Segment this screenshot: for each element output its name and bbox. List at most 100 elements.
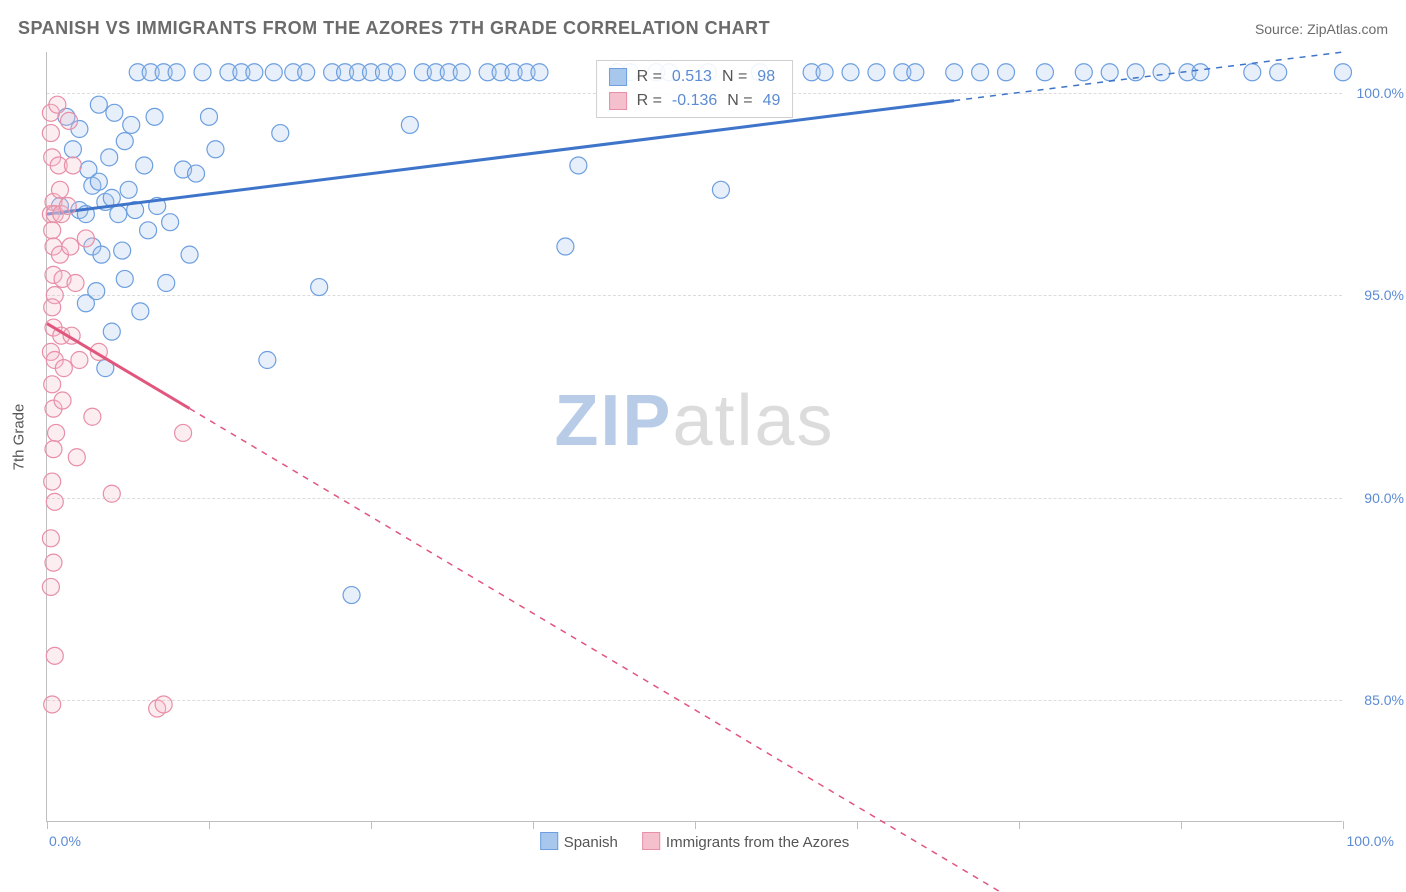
- chart-title: SPANISH VS IMMIGRANTS FROM THE AZORES 7T…: [18, 18, 770, 39]
- scatter-point: [110, 206, 127, 223]
- stats-r-label: R =: [637, 65, 662, 89]
- legend-label: Immigrants from the Azores: [666, 834, 849, 851]
- scatter-point: [132, 303, 149, 320]
- scatter-point: [1036, 64, 1053, 81]
- scatter-point: [1192, 64, 1209, 81]
- legend-label: Spanish: [564, 834, 618, 851]
- scatter-point: [61, 112, 78, 129]
- scatter-point: [1075, 64, 1092, 81]
- scatter-point: [90, 173, 107, 190]
- y-axis-title: 7th Grade: [11, 403, 28, 470]
- x-tick-last: 100.0%: [1347, 833, 1394, 849]
- scatter-point: [44, 222, 61, 239]
- stats-row: R =0.513N =98: [609, 65, 781, 89]
- scatter-point: [123, 116, 140, 133]
- scatter-point: [246, 64, 263, 81]
- scatter-point: [55, 360, 72, 377]
- chart-source: Source: ZipAtlas.com: [1255, 21, 1388, 37]
- scatter-point: [401, 116, 418, 133]
- scatter-point: [181, 246, 198, 263]
- x-tick: [209, 821, 210, 829]
- scatter-point: [557, 238, 574, 255]
- scatter-point: [1153, 64, 1170, 81]
- scatter-point: [103, 323, 120, 340]
- scatter-point: [88, 283, 105, 300]
- stats-n-label: N =: [722, 65, 747, 89]
- scatter-point: [388, 64, 405, 81]
- scatter-point: [114, 242, 131, 259]
- x-tick: [1181, 821, 1182, 829]
- x-tick: [47, 821, 48, 829]
- scatter-point: [101, 149, 118, 166]
- x-tick: [371, 821, 372, 829]
- legend-swatch-icon: [609, 68, 627, 86]
- scatter-point: [155, 696, 172, 713]
- scatter-point: [972, 64, 989, 81]
- x-tick: [1019, 821, 1020, 829]
- scatter-point: [201, 108, 218, 125]
- x-tick-first: 0.0%: [49, 833, 81, 849]
- scatter-point: [570, 157, 587, 174]
- scatter-point: [1335, 64, 1352, 81]
- scatter-point: [120, 181, 137, 198]
- legend-swatch-icon: [609, 92, 627, 110]
- scatter-point: [116, 270, 133, 287]
- scatter-point: [259, 352, 276, 369]
- scatter-point: [45, 554, 62, 571]
- trend-line-solid: [47, 101, 954, 214]
- x-tick: [1343, 821, 1344, 829]
- scatter-point: [140, 222, 157, 239]
- stats-n-label: N =: [727, 89, 752, 113]
- x-tick: [695, 821, 696, 829]
- scatter-point: [44, 473, 61, 490]
- scatter-point: [59, 198, 76, 215]
- scatter-point: [116, 133, 133, 150]
- y-tick-label: 90.0%: [1364, 490, 1404, 506]
- scatter-point: [106, 104, 123, 121]
- scatter-point: [168, 64, 185, 81]
- x-tick: [533, 821, 534, 829]
- plot-area: 7th Grade 85.0%90.0%95.0%100.0% ZIPatlas…: [46, 52, 1342, 822]
- scatter-point: [54, 392, 71, 409]
- scatter-point: [712, 181, 729, 198]
- scatter-point: [67, 275, 84, 292]
- legend-item: Immigrants from the Azores: [642, 832, 849, 851]
- scatter-point: [71, 352, 88, 369]
- scatter-point: [62, 238, 79, 255]
- scatter-point: [311, 279, 328, 296]
- scatter-point: [64, 157, 81, 174]
- scatter-point: [272, 125, 289, 142]
- scatter-point: [842, 64, 859, 81]
- scatter-point: [868, 64, 885, 81]
- scatter-point: [453, 64, 470, 81]
- legend-item: Spanish: [540, 832, 618, 851]
- legend: Spanish Immigrants from the Azores: [540, 832, 850, 851]
- stats-n-value: 98: [757, 65, 775, 89]
- chart-svg: [47, 52, 1342, 821]
- scatter-point: [68, 449, 85, 466]
- scatter-point: [343, 587, 360, 604]
- scatter-point: [51, 181, 68, 198]
- stats-box: R =0.513N =98R =-0.136N =49: [596, 60, 794, 118]
- stats-r-label: R =: [637, 89, 662, 113]
- stats-row: R =-0.136N =49: [609, 89, 781, 113]
- scatter-point: [42, 125, 59, 142]
- scatter-point: [103, 485, 120, 502]
- scatter-point: [158, 275, 175, 292]
- scatter-point: [531, 64, 548, 81]
- scatter-point: [136, 157, 153, 174]
- scatter-point: [1101, 64, 1118, 81]
- scatter-point: [44, 299, 61, 316]
- scatter-point: [42, 578, 59, 595]
- scatter-point: [46, 493, 63, 510]
- scatter-point: [77, 230, 94, 247]
- scatter-point: [45, 441, 62, 458]
- stats-n-value: 49: [763, 89, 781, 113]
- scatter-point: [946, 64, 963, 81]
- y-tick-label: 100.0%: [1357, 85, 1404, 101]
- scatter-point: [42, 530, 59, 547]
- scatter-point: [48, 424, 65, 441]
- scatter-point: [907, 64, 924, 81]
- scatter-point: [93, 246, 110, 263]
- scatter-point: [44, 696, 61, 713]
